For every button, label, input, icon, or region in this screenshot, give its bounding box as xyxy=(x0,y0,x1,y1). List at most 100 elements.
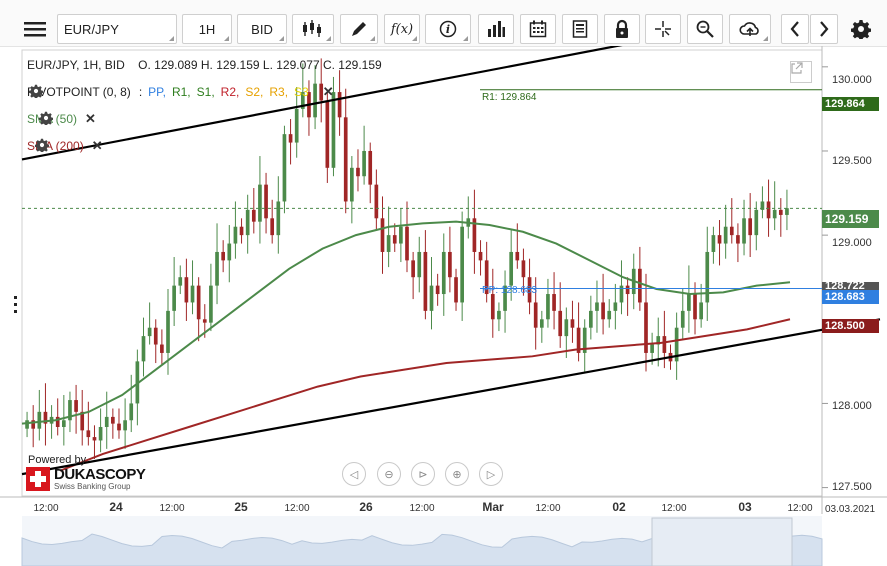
settings-button[interactable] xyxy=(846,14,876,44)
draw-button[interactable] xyxy=(340,14,378,44)
gear-icon xyxy=(851,20,871,39)
candle-body xyxy=(356,167,360,177)
candle-body xyxy=(484,260,489,295)
candle-body xyxy=(319,83,324,101)
candle-body xyxy=(772,209,777,219)
candle-body xyxy=(539,319,544,328)
candle-body xyxy=(294,108,299,143)
candle-body xyxy=(509,251,514,286)
time-axis-label: 12:00 xyxy=(661,503,687,514)
time-axis-label: 03 xyxy=(738,500,752,514)
indicators-button[interactable]: f(x) xyxy=(384,14,420,44)
price-axis-label: 129.000 xyxy=(832,237,872,249)
sma200-settings-icon[interactable] xyxy=(35,138,49,152)
sma200-line xyxy=(59,318,791,472)
price-chart-canvas[interactable] xyxy=(0,46,887,566)
report-button[interactable] xyxy=(562,14,598,44)
candle-body xyxy=(638,268,642,303)
candle-body xyxy=(221,251,225,261)
time-axis-label: 25 xyxy=(234,500,248,514)
calendar-button[interactable] xyxy=(520,14,556,44)
candle-body xyxy=(687,294,691,311)
symbol-select[interactable]: EUR/JPY xyxy=(57,14,177,44)
brand-name: DUKASCOPY xyxy=(54,466,146,483)
pan-left-button[interactable]: ◁ xyxy=(342,462,366,486)
side-select[interactable]: BID xyxy=(237,14,287,44)
candle-body xyxy=(233,226,238,244)
pivot-settings-icon[interactable] xyxy=(29,84,43,98)
period-select-value: 1H xyxy=(198,21,216,37)
candle-body xyxy=(601,302,605,320)
candle-body xyxy=(43,411,48,424)
info-icon: i xyxy=(439,20,457,38)
candle-body xyxy=(448,251,452,278)
candle-body xyxy=(74,400,78,412)
ohlc-legend: EUR/JPY, 1H, BID O. 129.089 H. 129.159 L… xyxy=(27,58,382,72)
reset-zoom-button[interactable]: ⊳ xyxy=(411,462,435,486)
candle-body xyxy=(595,302,599,311)
candle-body xyxy=(490,294,495,320)
document-icon xyxy=(572,20,588,38)
candle-body xyxy=(313,83,317,118)
period-select[interactable]: 1H xyxy=(182,14,232,44)
candle-body xyxy=(368,150,373,185)
volume-button[interactable] xyxy=(478,14,514,44)
pan-right-button[interactable]: ▷ xyxy=(479,462,503,486)
sma50-remove-icon[interactable]: ✕ xyxy=(85,111,96,126)
candle-body xyxy=(705,251,710,303)
expand-chart-button[interactable] xyxy=(790,61,812,83)
symbol-select-value: EUR/JPY xyxy=(64,21,119,37)
navigator-window xyxy=(651,517,793,566)
candle-body xyxy=(166,310,170,353)
scroll-left-button[interactable] xyxy=(781,14,809,44)
dukascopy-logo[interactable]: Powered by DUKASCOPY Swiss Banking Group xyxy=(26,454,146,491)
pivot-remove-icon[interactable]: ✕ xyxy=(322,84,334,99)
pivot-legend-items: PP, R1, S1, R2, S2, R3, S3 xyxy=(148,85,315,99)
candle-body xyxy=(172,285,176,311)
candle-body xyxy=(680,310,685,328)
candle-body xyxy=(693,294,697,320)
candle-body xyxy=(374,184,379,219)
crosshair-button[interactable] xyxy=(645,14,681,44)
time-axis-label: 24 xyxy=(109,500,123,514)
candle-body xyxy=(766,201,771,219)
zoom-in-button[interactable]: ⊕ xyxy=(445,462,469,486)
zoom-out-button[interactable]: ⊖ xyxy=(377,462,401,486)
sma200-remove-icon[interactable]: ✕ xyxy=(91,138,103,153)
candle-body xyxy=(625,285,630,295)
pp-annotation: PP: 128.683 xyxy=(482,285,538,296)
powered-by-text: Powered by xyxy=(28,454,87,466)
candle-body xyxy=(55,416,60,427)
info-button[interactable]: i xyxy=(425,14,471,44)
chart-toolbar: EUR/JPY 1H BID f(x) i xyxy=(0,0,887,47)
candle-body xyxy=(392,235,397,244)
pencil-icon xyxy=(352,22,366,36)
candle-body xyxy=(478,251,483,261)
candle-body xyxy=(619,285,624,303)
sma50-settings-icon[interactable] xyxy=(39,111,53,125)
candle-body xyxy=(270,218,275,236)
svg-text:i: i xyxy=(446,23,450,36)
chart-drag-handle[interactable] xyxy=(14,296,17,318)
chart-type-button[interactable] xyxy=(292,14,334,44)
price-chart[interactable]: EUR/JPY, 1H, BID O. 129.089 H. 129.159 L… xyxy=(0,46,887,566)
menu-button[interactable] xyxy=(20,14,50,44)
candle-body xyxy=(331,92,336,168)
scroll-right-button[interactable] xyxy=(810,14,838,44)
candle-body xyxy=(711,235,716,252)
pp-price-badge: 128.683 xyxy=(822,290,879,304)
candle-body xyxy=(258,184,262,222)
lock-button[interactable] xyxy=(604,14,640,44)
candle-body xyxy=(521,260,526,278)
candle-body xyxy=(68,400,72,421)
candle-body xyxy=(227,243,232,261)
candle-body xyxy=(362,150,366,177)
zoom-button[interactable] xyxy=(687,14,723,44)
candle-body xyxy=(239,226,244,236)
share-button[interactable] xyxy=(729,14,771,44)
candle-body xyxy=(288,134,293,143)
time-axis-label: 12:00 xyxy=(409,503,435,514)
candle-body xyxy=(754,209,759,236)
candle-body xyxy=(515,251,520,261)
candle-body xyxy=(178,277,183,286)
